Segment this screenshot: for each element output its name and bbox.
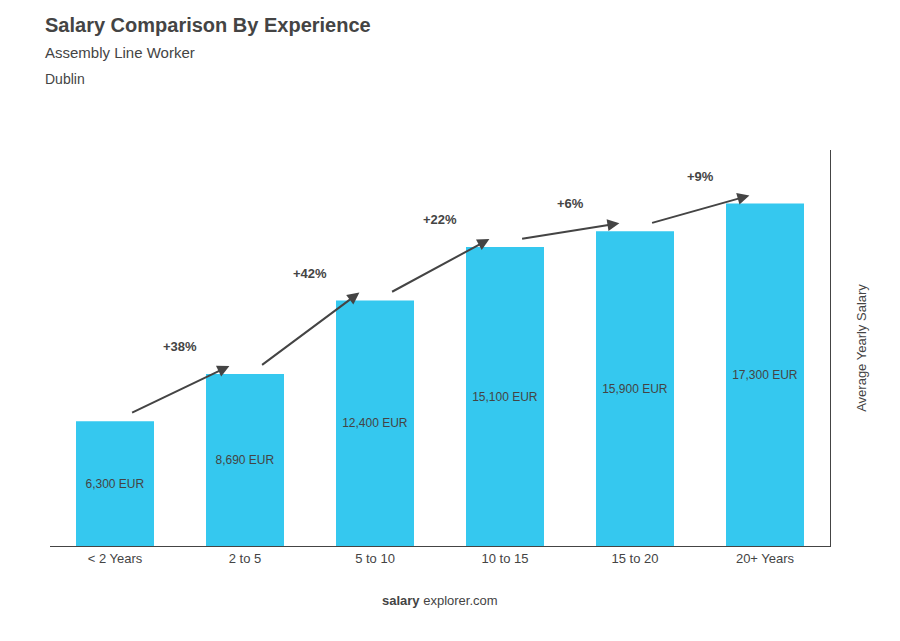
svg-text:Salary Comparison By Experienc: Salary Comparison By ExperienceAssembly … [45,14,371,87]
svg-text:17,300 EUR: 17,300 EUR [732,368,798,382]
svg-text:6,300 EUR: 6,300 EUR [85,477,144,491]
svg-text:salary explorer.com: salary explorer.com [382,593,498,608]
svg-text:+38%: +38% [163,339,197,354]
svg-text:+42%: +42% [293,266,327,281]
svg-text:10 to 15: 10 to 15 [482,551,529,566]
svg-text:15,900 EUR: 15,900 EUR [602,382,668,396]
svg-text:Average Yearly Salary: Average Yearly Salary [854,284,869,412]
svg-text:< 2 Years: < 2 Years [88,551,143,566]
svg-text:+6%: +6% [557,196,584,211]
svg-text:+22%: +22% [423,212,457,227]
svg-text:2 to 5: 2 to 5 [229,551,262,566]
svg-text:8,690 EUR: 8,690 EUR [215,453,274,467]
svg-text:+9%: +9% [687,169,714,184]
svg-text:20+ Years: 20+ Years [736,551,795,566]
svg-text:15,100 EUR: 15,100 EUR [472,390,538,404]
svg-text:15 to 20: 15 to 20 [612,551,659,566]
svg-text:12,400 EUR: 12,400 EUR [342,416,408,430]
svg-text:5 to 10: 5 to 10 [355,551,395,566]
